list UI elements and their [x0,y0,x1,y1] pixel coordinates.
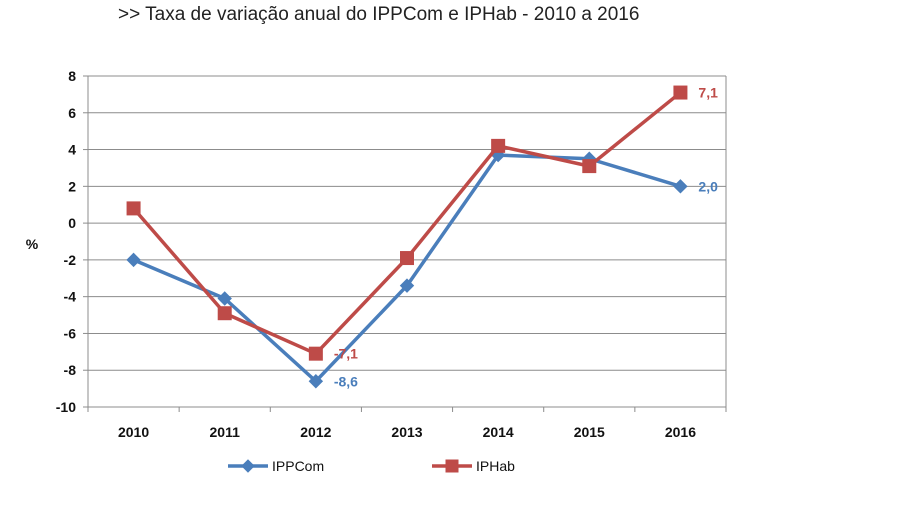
x-tick-label: 2013 [391,424,422,440]
y-tick-label: -10 [56,399,76,415]
y-tick-label: -2 [64,252,77,268]
legend: IPPCom IPHab [228,458,515,474]
point-iphab [491,138,506,153]
point-ippcom [126,252,141,268]
axes [83,75,727,412]
x-tick-label: 2010 [118,424,149,440]
series-layer [126,85,688,389]
gridlines [88,75,726,408]
y-tick-label: 0 [68,215,76,231]
data-labels: -8,6 2,0 -7,1 7,1 [334,85,718,390]
point-iphab [308,346,323,361]
y-tick-label: 6 [68,105,76,121]
data-label-ippcom: 2,0 [698,178,718,194]
data-label-iphab: 7,1 [698,85,718,101]
legend-label-iphab: IPHab [476,458,515,474]
point-ippcom [308,374,324,389]
x-tick-label: 2015 [574,424,605,440]
data-label-iphab: -7,1 [334,346,358,362]
legend-marker-iphab [445,459,459,473]
x-tick-label: 2014 [483,424,514,440]
legend-label-ippcom: IPPCom [272,458,324,474]
point-iphab [673,85,688,100]
y-tick-label: -4 [64,289,77,305]
x-tick-label: 2011 [210,424,241,440]
point-iphab [217,306,232,321]
x-tick-label: 2012 [300,424,331,440]
y-tick-label: 8 [68,68,76,84]
point-ippcom [217,291,232,306]
y-tick-label: -6 [64,325,77,341]
legend-marker-ippcom [241,459,255,473]
point-iphab [400,251,414,266]
y-tick-label: 4 [68,142,76,158]
data-label-ippcom: -8,6 [334,373,358,389]
point-ippcom [673,179,688,194]
chart-title: >> Taxa de variação anual do IPPCom e IP… [118,4,640,25]
x-tick-label: 2016 [665,424,696,440]
y-tick-label: -8 [64,362,77,378]
y-tick-labels: 8 6 4 2 0 -2 -4 -6 -8 -10 [56,68,76,415]
point-iphab [582,159,597,174]
x-tick-labels: 2010 2011 2012 2013 2014 2015 2016 [118,424,696,440]
point-iphab [126,201,141,216]
y-tick-label: 2 [68,178,76,194]
series-line-ippcom [132,153,681,384]
point-ippcom [399,278,415,293]
y-axis-label: % [26,236,39,252]
